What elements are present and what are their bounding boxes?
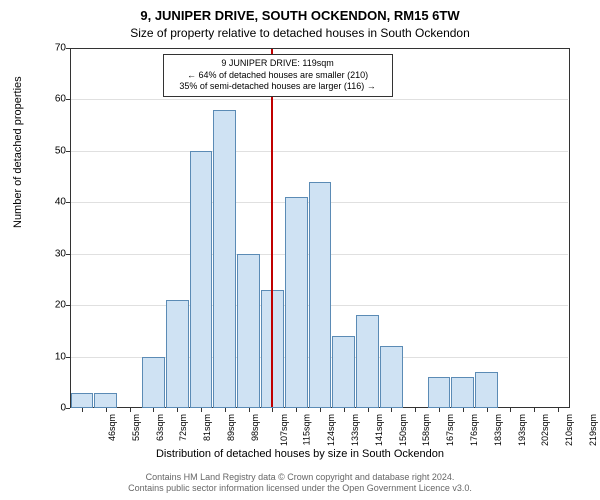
x-tick-mark [439, 408, 440, 412]
x-tick-mark [510, 408, 511, 412]
histogram-bar [332, 336, 355, 408]
histogram-bar [428, 377, 451, 408]
x-tick-mark [487, 408, 488, 412]
histogram-bar [309, 182, 332, 408]
x-tick-label: 81sqm [202, 414, 212, 441]
chart-title-desc: Size of property relative to detached ho… [0, 26, 600, 40]
x-tick-label: 176sqm [469, 414, 479, 446]
histogram-bar [71, 393, 94, 408]
chart-container: 9, JUNIPER DRIVE, SOUTH OCKENDON, RM15 6… [0, 0, 600, 500]
y-tick-label: 30 [55, 248, 66, 259]
annotation-box: 9 JUNIPER DRIVE: 119sqm ← 64% of detache… [163, 54, 393, 97]
histogram-bar [94, 393, 117, 408]
y-tick-label: 70 [55, 43, 66, 54]
x-tick-mark [344, 408, 345, 412]
x-tick-label: 55sqm [131, 414, 141, 441]
x-tick-label: 98sqm [250, 414, 260, 441]
x-tick-label: 89sqm [226, 414, 236, 441]
x-tick-mark [130, 408, 131, 412]
x-tick-mark [153, 408, 154, 412]
footer-line2: Contains public sector information licen… [128, 483, 472, 493]
x-tick-mark [296, 408, 297, 412]
x-tick-mark [106, 408, 107, 412]
x-tick-label: 210sqm [564, 414, 574, 446]
x-tick-label: 141sqm [374, 414, 384, 446]
histogram-bar [285, 197, 308, 408]
histogram-bar [356, 315, 379, 408]
y-tick-label: 10 [55, 351, 66, 362]
y-tick-label: 60 [55, 94, 66, 105]
chart-title-address: 9, JUNIPER DRIVE, SOUTH OCKENDON, RM15 6… [0, 8, 600, 23]
x-tick-label: 72sqm [178, 414, 188, 441]
x-tick-label: 150sqm [398, 414, 408, 446]
histogram-bar [166, 300, 189, 408]
x-tick-mark [201, 408, 202, 412]
x-tick-mark [391, 408, 392, 412]
histogram-bar [213, 110, 236, 408]
y-tick-label: 50 [55, 145, 66, 156]
histogram-bar [190, 151, 213, 408]
x-tick-mark [534, 408, 535, 412]
x-tick-mark [249, 408, 250, 412]
histogram-bar [237, 254, 260, 408]
x-tick-mark [463, 408, 464, 412]
histogram-bar [451, 377, 474, 408]
x-tick-label: 46sqm [107, 414, 117, 441]
x-tick-mark [177, 408, 178, 412]
footer-line1: Contains HM Land Registry data © Crown c… [146, 472, 455, 482]
x-tick-label: 107sqm [279, 414, 289, 446]
x-axis-label: Distribution of detached houses by size … [0, 448, 600, 460]
histogram-bar [475, 372, 498, 408]
annotation-line2: ← 64% of detached houses are smaller (21… [187, 70, 368, 80]
x-tick-mark [320, 408, 321, 412]
reference-line [271, 49, 273, 407]
x-tick-label: 124sqm [326, 414, 336, 446]
histogram-bar [380, 346, 403, 408]
x-tick-mark [368, 408, 369, 412]
histogram-bar [142, 357, 165, 408]
footer-attribution: Contains HM Land Registry data © Crown c… [0, 472, 600, 494]
y-axis-label: Number of detached properties [12, 76, 24, 228]
x-tick-mark [82, 408, 83, 412]
x-tick-mark [272, 408, 273, 412]
x-tick-mark [558, 408, 559, 412]
y-tick-label: 40 [55, 197, 66, 208]
x-tick-label: 202sqm [541, 414, 551, 446]
x-tick-mark [415, 408, 416, 412]
x-tick-label: 115sqm [302, 414, 312, 445]
x-tick-label: 63sqm [155, 414, 165, 441]
x-tick-label: 158sqm [421, 414, 431, 446]
x-tick-label: 219sqm [588, 414, 598, 446]
annotation-line3: 35% of semi-detached houses are larger (… [179, 81, 375, 91]
x-tick-label: 183sqm [493, 414, 503, 446]
annotation-line1: 9 JUNIPER DRIVE: 119sqm [221, 58, 333, 68]
y-tick-mark [66, 408, 70, 409]
x-tick-mark [225, 408, 226, 412]
x-tick-label: 167sqm [445, 414, 455, 446]
x-tick-label: 193sqm [517, 414, 527, 446]
y-tick-label: 20 [55, 300, 66, 311]
x-tick-label: 133sqm [350, 414, 360, 446]
